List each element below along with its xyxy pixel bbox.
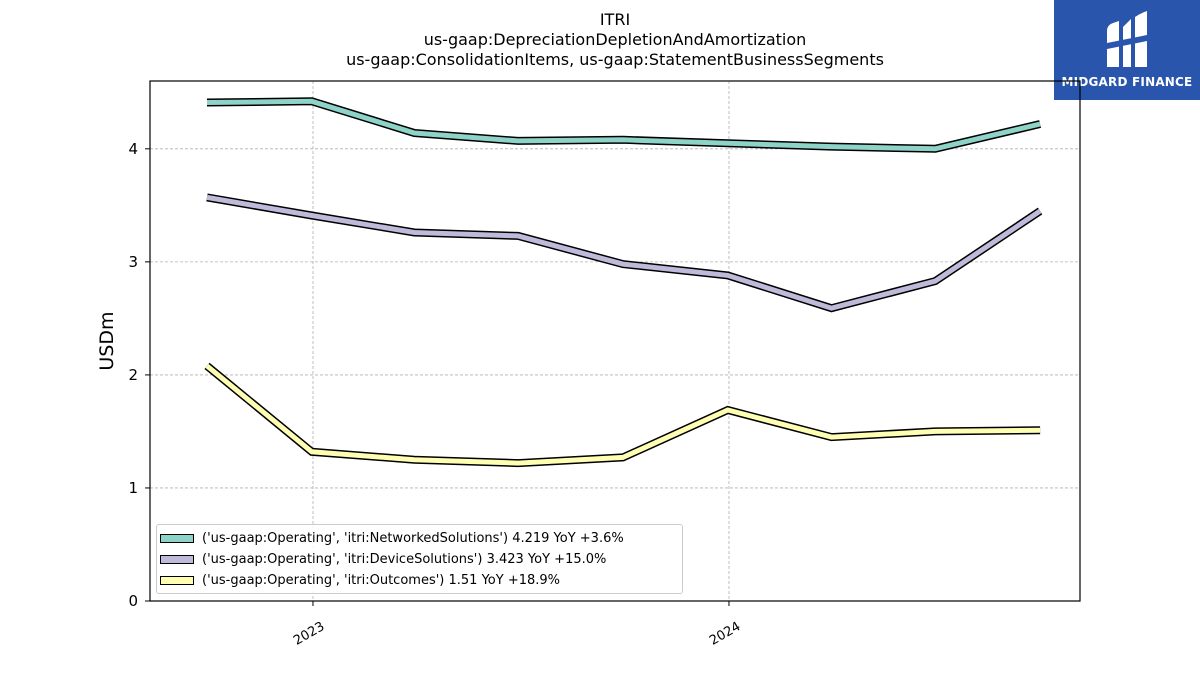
plot-frame [149, 80, 1081, 602]
chart-title-line-3: us-gaap:ConsolidationItems, us-gaap:Stat… [346, 50, 884, 69]
series-networked-solutions [206, 97, 1042, 153]
grid [150, 81, 1080, 602]
series-line-networked-solutions [206, 98, 1041, 152]
y-tick-label: 1 [128, 479, 138, 497]
legend-swatch-device-solutions [160, 554, 194, 564]
chart-title: ITRI us-gaap:DepreciationDepletionAndAmo… [150, 10, 1080, 70]
midgard-logo-icon [1107, 11, 1147, 67]
series-device-solutions [206, 193, 1043, 313]
legend-item-networked-solutions: ('us-gaap:Operating', 'itri:NetworkedSol… [157, 528, 624, 548]
legend-label-outcomes: ('us-gaap:Operating', 'itri:Outcomes') 1… [202, 572, 561, 588]
x-tick-label: 2024 [707, 619, 743, 649]
legend-item-device-solutions: ('us-gaap:Operating', 'itri:DeviceSoluti… [157, 549, 606, 569]
legend-item-outcomes: ('us-gaap:Operating', 'itri:Outcomes') 1… [157, 570, 560, 590]
legend-swatch-outcomes [160, 575, 194, 585]
y-axis: 0 1 2 3 4 [128, 140, 150, 610]
series-layer [204, 97, 1043, 468]
y-tick-label: 4 [128, 140, 138, 158]
logo-text: MIDGARD FINANCE [1061, 75, 1193, 89]
y-axis-label: USDm [96, 311, 118, 370]
series-line-outline-device-solutions [206, 193, 1043, 313]
series-outcomes [204, 362, 1041, 468]
legend-swatch-networked-solutions [160, 533, 194, 543]
legend: ('us-gaap:Operating', 'itri:NetworkedSol… [156, 524, 683, 594]
chart-title-line-2: us-gaap:DepreciationDepletionAndAmortiza… [423, 30, 807, 49]
x-tick-label: 2023 [291, 619, 327, 649]
series-line-device-solutions [206, 194, 1042, 311]
y-tick-label: 2 [128, 366, 138, 384]
y-tick-label: 0 [128, 592, 138, 610]
y-tick-label: 3 [128, 253, 138, 271]
midgard-finance-logo: MIDGARD FINANCE [1054, 0, 1200, 100]
legend-label-device-solutions: ('us-gaap:Operating', 'itri:DeviceSoluti… [202, 551, 607, 567]
chart-title-line-1: ITRI [599, 10, 631, 29]
series-line-outcomes [205, 363, 1041, 466]
legend-label-networked-solutions: ('us-gaap:Operating', 'itri:NetworkedSol… [202, 530, 624, 546]
x-axis: 2023 2024 [291, 601, 743, 649]
series-line-outline-outcomes [204, 362, 1041, 468]
